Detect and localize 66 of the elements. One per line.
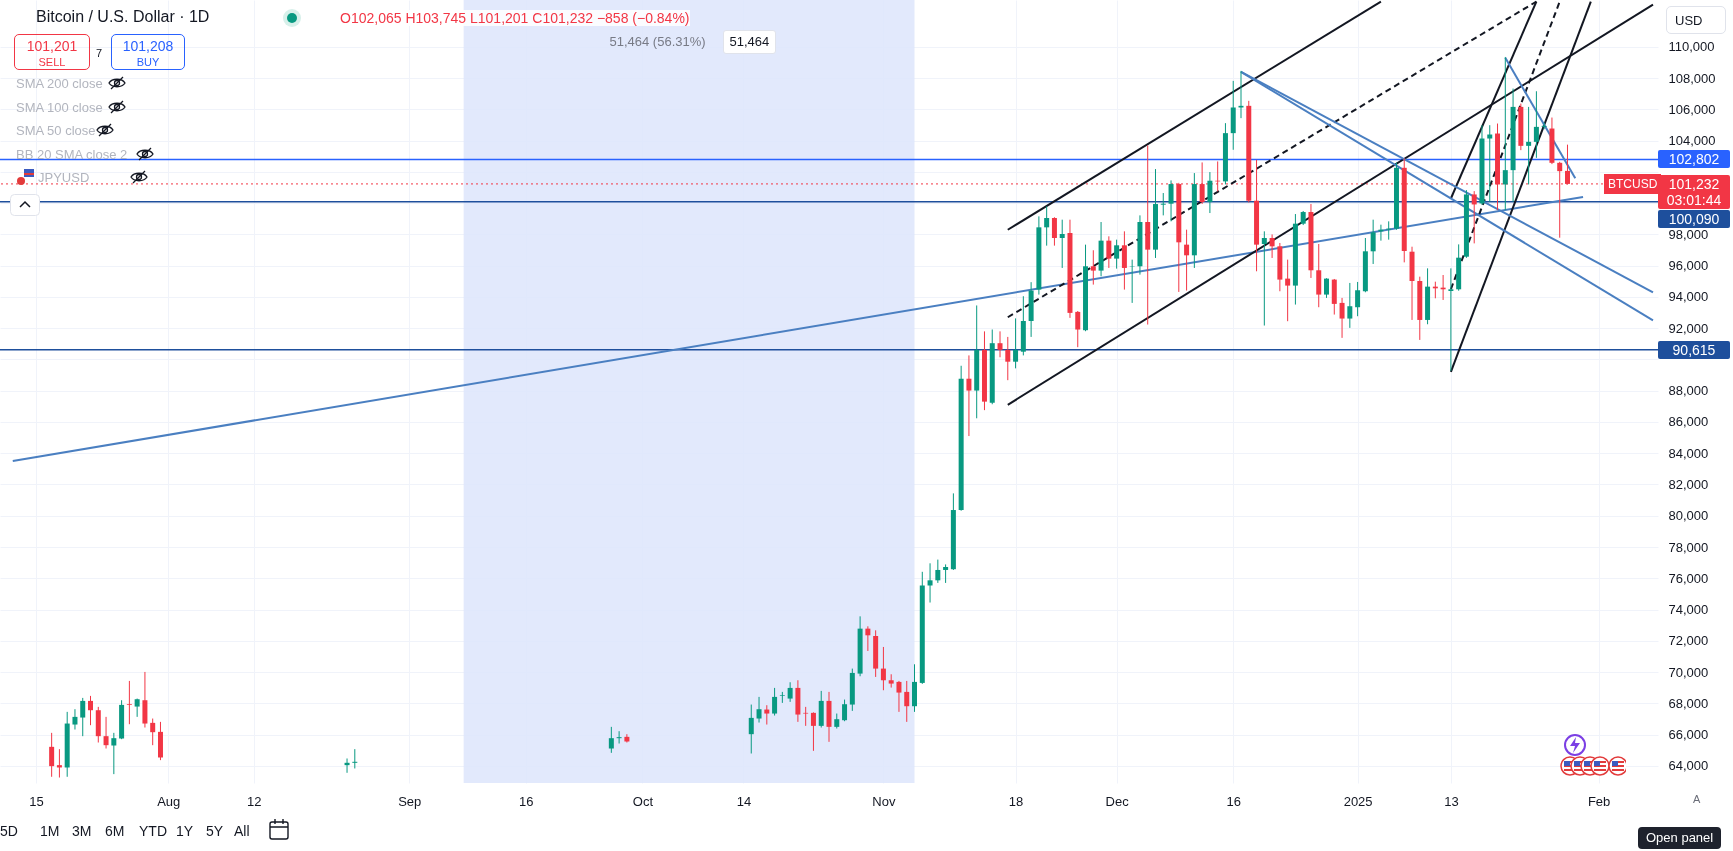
annotation: 101,208 <box>121 38 175 54</box>
y-tick-label: 76,000 <box>1668 570 1709 586</box>
ref-line-label: 101,232 <box>1667 175 1721 192</box>
y-tick-label: 70,000 <box>1668 664 1709 680</box>
text: 1Y <box>176 823 194 839</box>
y-tick-label: 92,000 <box>1668 320 1709 336</box>
text: Open panel <box>1638 827 1722 849</box>
text: 6M <box>105 823 125 839</box>
text: 1M <box>40 823 60 839</box>
x-tick-label: Nov <box>872 793 896 809</box>
annotation: 101,201 <box>25 38 79 54</box>
x-tick-label: Sep <box>398 793 422 809</box>
text: 03:01:44 <box>1665 191 1723 208</box>
annotation: SELL <box>37 55 67 70</box>
ref-line-label: 102,802 <box>1658 151 1730 168</box>
annotation: SMA 100 close <box>16 100 103 116</box>
y-tick-label: 82,000 <box>1668 476 1709 492</box>
x-tick-label: 15 <box>29 793 44 809</box>
annotation: BTCUSD <box>1604 173 1662 194</box>
y-tick-label: 64,000 <box>1668 758 1709 774</box>
y-tick-label: 74,000 <box>1668 602 1709 618</box>
ref-line-label: 100,090 <box>1658 210 1730 227</box>
y-tick-label: 84,000 <box>1668 445 1709 461</box>
x-tick-label: 14 <box>736 793 752 809</box>
text: All <box>234 823 250 839</box>
y-tick-label: 86,000 <box>1668 414 1709 430</box>
x-tick-label: Feb <box>1587 793 1611 809</box>
x-tick-label: 18 <box>1008 793 1024 809</box>
y-tick-label: 80,000 <box>1668 508 1709 524</box>
x-tick-label: 12 <box>247 793 262 809</box>
annotation: BB 20 SMA close 2 <box>16 147 128 163</box>
y-tick-label: 96,000 <box>1668 258 1709 274</box>
x-tick-label: 2025 <box>1343 793 1373 809</box>
text: Bitcoin / U.S. Dollar · 1D <box>36 8 210 25</box>
x-tick-label: Dec <box>1105 793 1130 809</box>
annotation: 51,464 <box>722 30 777 54</box>
annotation: SMA 50 close <box>16 123 96 139</box>
x-tick-label: Oct <box>632 793 654 809</box>
text: 3M <box>72 823 92 839</box>
y-tick-label: 88,000 <box>1668 383 1709 399</box>
text: 5Y <box>206 823 224 839</box>
text: YTD <box>139 823 167 839</box>
x-tick-label: Aug <box>157 793 181 809</box>
y-tick-label: 98,000 <box>1668 226 1709 242</box>
annotation: SMA 200 close <box>16 76 103 92</box>
y-tick-label: 72,000 <box>1668 633 1709 649</box>
y-tick-label: 66,000 <box>1668 727 1709 743</box>
x-tick-label: 16 <box>1226 793 1241 809</box>
annotation: 7 <box>96 46 103 61</box>
y-tick-label: 110,000 <box>1668 39 1715 55</box>
y-tick-label: 94,000 <box>1668 289 1709 305</box>
text: 5D <box>0 823 18 839</box>
ref-line-label: 90,615 <box>1658 341 1730 358</box>
text: A <box>1693 792 1701 807</box>
y-tick-label: 108,000 <box>1668 70 1716 86</box>
x-tick-label: 16 <box>519 793 534 809</box>
annotation: BUY <box>135 55 161 70</box>
y-tick-label: 106,000 <box>1668 101 1716 117</box>
x-tick-label: 13 <box>1444 793 1459 809</box>
y-tick-label: 68,000 <box>1668 695 1709 711</box>
y-tick-label: 78,000 <box>1668 539 1709 555</box>
annotation: JPYUSD <box>38 170 90 186</box>
annotation: O102,065 H103,745 L101,201 C101,232 −858 (−0.84%) <box>340 10 690 26</box>
band-label: 51,464 (56.31%) <box>609 34 706 50</box>
text: USD <box>1675 13 1703 28</box>
y-tick-label: 104,000 <box>1668 133 1716 149</box>
